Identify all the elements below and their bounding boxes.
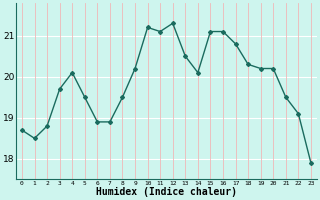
X-axis label: Humidex (Indice chaleur): Humidex (Indice chaleur): [96, 187, 237, 197]
